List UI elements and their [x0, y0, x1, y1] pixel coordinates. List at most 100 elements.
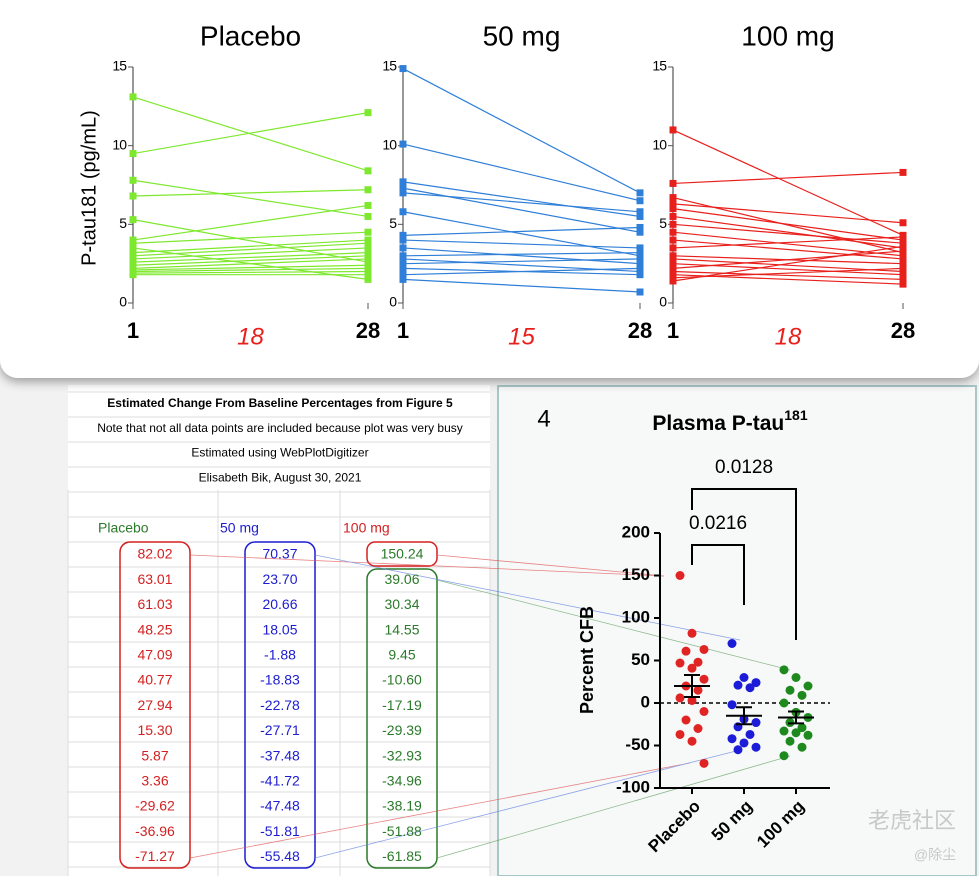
point: [399, 244, 407, 252]
figure-panel: [497, 385, 977, 876]
dot: [751, 742, 761, 752]
table-cell: -37.48: [260, 747, 300, 763]
dot: [693, 685, 703, 695]
dot: [791, 673, 801, 682]
x-tick-label: 1: [667, 318, 679, 343]
connector: [189, 762, 691, 859]
point: [636, 228, 644, 236]
subject-line: [402, 278, 641, 293]
subject-line: [132, 267, 369, 273]
dot: [681, 646, 691, 656]
subject-line: [672, 270, 904, 280]
subject-line: [402, 181, 641, 218]
y-tick-label: 0: [119, 294, 127, 310]
point: [364, 228, 372, 236]
point: [399, 140, 407, 148]
dot: [791, 728, 801, 738]
subject-line: [672, 245, 904, 282]
x-tick-label: 28: [356, 318, 380, 343]
connector: [189, 554, 665, 577]
point: [129, 239, 137, 247]
dot: [733, 745, 743, 755]
table-cell: -29.62: [135, 798, 175, 814]
point: [636, 255, 644, 263]
point: [129, 271, 137, 279]
chart-title: Plasma P-tau181: [652, 407, 807, 435]
table-cell: 82.02: [137, 546, 172, 562]
point: [399, 255, 407, 263]
dot: [779, 698, 789, 708]
point: [364, 201, 372, 209]
dot: [699, 644, 709, 654]
dot: [745, 683, 755, 693]
point: [669, 277, 677, 285]
point: [669, 179, 677, 187]
x-tick-label: 28: [891, 318, 915, 343]
table-cell: 70.37: [262, 546, 297, 562]
point: [636, 264, 644, 272]
table-cell: 61.03: [137, 596, 172, 612]
dot: [675, 571, 685, 580]
point: [129, 176, 137, 184]
point: [399, 208, 407, 216]
point: [129, 192, 137, 200]
dot: [687, 663, 697, 673]
table-cell: -22.78: [260, 697, 300, 713]
y-tick-label: 0: [389, 294, 397, 310]
subject-line: [402, 267, 641, 276]
point: [364, 275, 372, 283]
y-tick-label: 15: [112, 58, 127, 74]
table-cell: -29.39: [382, 722, 422, 738]
connector: [314, 749, 741, 859]
table-cell: -71.27: [135, 848, 175, 864]
point: [899, 271, 907, 279]
y-tick-label: 15: [652, 58, 667, 74]
subject-line: [132, 258, 369, 269]
table-cell: 5.87: [141, 747, 168, 763]
table-cell: 48.25: [137, 621, 172, 637]
y-tick-label: 0: [641, 692, 650, 711]
point: [636, 244, 644, 252]
connector: [314, 554, 741, 641]
dot: [687, 628, 697, 638]
point: [899, 275, 907, 283]
point: [899, 168, 907, 176]
point: [399, 236, 407, 244]
connectors: [189, 554, 791, 859]
dot: [779, 726, 789, 736]
subject-line: [402, 239, 641, 249]
n-label: 18: [237, 323, 264, 350]
point: [636, 189, 644, 197]
column-box: [366, 541, 438, 567]
y-tick-label: 5: [119, 215, 127, 231]
point: [899, 233, 907, 241]
subject-line: [132, 189, 369, 197]
subject-line: [132, 231, 369, 244]
point: [669, 212, 677, 220]
dot: [797, 742, 807, 752]
table-cell: -36.96: [135, 823, 175, 839]
dot: [779, 751, 789, 761]
y-tick-label: 15: [382, 58, 397, 74]
point: [899, 260, 907, 268]
subject-line: [402, 192, 641, 213]
point: [399, 184, 407, 192]
chart-title: 100 mg: [741, 20, 834, 51]
point: [669, 194, 677, 202]
subject-line: [672, 171, 904, 185]
subject-line: [672, 267, 904, 279]
point: [669, 200, 677, 208]
bracket: [691, 544, 745, 605]
subject-line: [672, 239, 904, 260]
point: [364, 167, 372, 175]
y-tick-label: 50: [631, 650, 650, 669]
table-cell: -51.88: [382, 823, 422, 839]
subject-line: [672, 223, 904, 244]
dot: [687, 736, 697, 746]
point: [899, 255, 907, 263]
table-cell: 63.01: [137, 571, 172, 587]
title-text: Plasma P-tau: [652, 412, 784, 435]
n-label: 18: [775, 323, 802, 350]
y-tick-label: 5: [659, 215, 667, 231]
